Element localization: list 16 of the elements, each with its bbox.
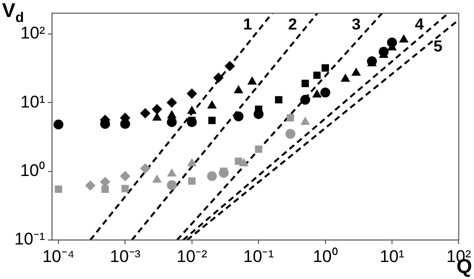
y-tick-label: 10¹ — [20, 92, 46, 112]
y-tick-label: 10⁰ — [20, 160, 45, 180]
y-tick-label: 10² — [20, 24, 46, 43]
annotation: 2 — [288, 16, 298, 34]
annotation: 5 — [434, 38, 443, 56]
x-tick-label: 10⁻¹ — [243, 246, 274, 266]
x-tick-label: 10⁻⁴ — [42, 246, 75, 266]
y-axis-title: V$_{d}$ — [2, 0, 24, 25]
annotation: 1 — [243, 16, 252, 34]
annotation: 3 — [352, 16, 361, 34]
x-tick-label: 10¹ — [380, 246, 405, 266]
y-tick-label: 10⁻¹ — [14, 230, 46, 249]
annotation: 4 — [414, 16, 424, 34]
x-tick-label: 10⁻² — [176, 246, 208, 266]
x-tick-label: 10⁻³ — [110, 246, 141, 266]
x-tick-label: 10⁰ — [312, 246, 338, 266]
